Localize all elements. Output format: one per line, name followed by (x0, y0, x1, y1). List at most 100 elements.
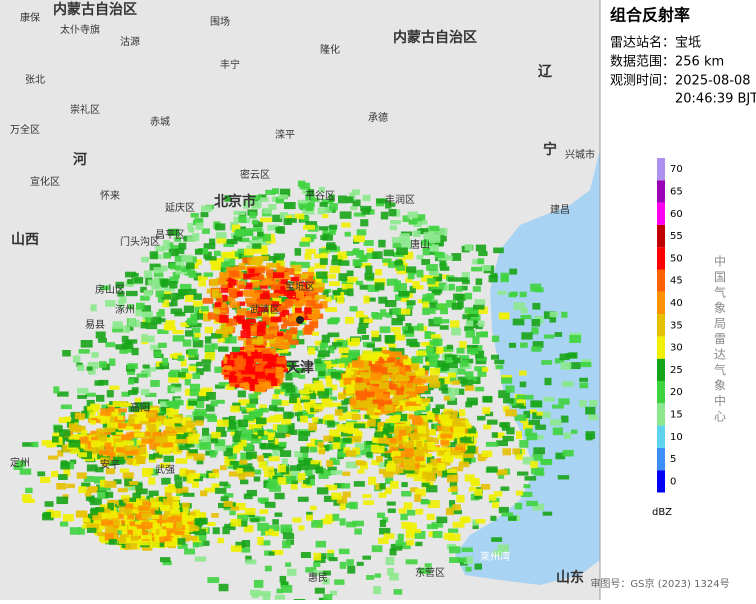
place-label: 宝坻区 (285, 280, 315, 293)
echo-cell (128, 508, 141, 514)
echo-cell (339, 561, 347, 569)
echo-cell (390, 480, 399, 489)
place-label: 天津 (286, 359, 314, 376)
echo-cell (280, 524, 292, 533)
echo-cell (439, 235, 447, 242)
echo-cell (465, 330, 476, 338)
echo-cell (166, 407, 174, 416)
echo-cell (130, 533, 139, 542)
echo-cell (282, 540, 291, 549)
echo-cell (389, 432, 396, 438)
echo-cell (331, 259, 342, 266)
echo-cell (162, 560, 172, 566)
echo-cell (383, 426, 394, 433)
echo-cell (287, 268, 295, 275)
echo-cell (368, 403, 379, 408)
echo-cell (246, 299, 255, 307)
echo-cell (264, 565, 272, 572)
echo-cell (424, 563, 432, 568)
echo-cell (255, 371, 266, 379)
echo-cell (285, 299, 293, 307)
echo-cell (325, 375, 332, 382)
echo-cell (304, 411, 315, 419)
echo-cell (395, 540, 404, 546)
echo-cell (306, 514, 313, 521)
echo-cell (161, 515, 168, 520)
echo-cell (222, 526, 230, 535)
echo-cell (133, 500, 143, 508)
legend-swatch (657, 470, 665, 493)
echo-cell (118, 499, 126, 506)
echo-cell (169, 409, 179, 415)
echo-cell (496, 440, 509, 447)
echo-cell (294, 412, 303, 417)
echo-cell (421, 443, 429, 448)
echo-cell (474, 563, 483, 570)
echo-cell (116, 513, 126, 519)
echo-cell (99, 285, 111, 291)
echo-cell (440, 440, 450, 446)
echo-cell (244, 442, 254, 451)
echo-cell (519, 440, 529, 448)
echo-cell (178, 372, 186, 378)
echo-cell (261, 443, 273, 450)
echo-cell (162, 531, 173, 538)
echo-cell (265, 305, 275, 310)
echo-cell (195, 411, 207, 417)
place-label: 太仆寺旗 (60, 23, 100, 36)
echo-cell (429, 270, 440, 277)
echo-cell (262, 353, 273, 362)
echo-cell (495, 364, 504, 370)
echo-cell (135, 488, 148, 495)
echo-cell (569, 335, 582, 343)
echo-cell (475, 350, 485, 359)
echo-cell (266, 429, 277, 436)
echo-cell (207, 312, 217, 320)
echo-cell (419, 567, 431, 574)
echo-cell (283, 289, 295, 297)
echo-cell (373, 586, 381, 595)
echo-cell (250, 589, 261, 596)
radar-echo (13, 180, 599, 600)
echo-cell (342, 373, 353, 379)
echo-cell (412, 281, 420, 289)
echo-cell (305, 221, 318, 229)
echo-cell (295, 300, 303, 307)
echo-cell (211, 431, 221, 439)
echo-cell (64, 416, 71, 423)
echo-cell (416, 440, 423, 448)
echo-cell (364, 414, 372, 419)
echo-cell (305, 248, 316, 254)
echo-cell (224, 195, 232, 202)
echo-cell (269, 485, 281, 492)
echo-cell (354, 442, 364, 449)
echo-cell (311, 272, 318, 280)
echo-cell (387, 357, 396, 363)
echo-cell (327, 549, 335, 555)
echo-cell (509, 268, 518, 275)
echo-cell (459, 355, 470, 360)
echo-cell (349, 501, 358, 510)
echo-cell (502, 435, 514, 442)
echo-cell (331, 492, 342, 500)
org-char: 象 (714, 301, 726, 315)
echo-cell (414, 449, 425, 457)
echo-cell (78, 349, 90, 354)
echo-cell (319, 226, 331, 231)
legend-swatch (657, 202, 665, 225)
echo-cell (176, 491, 183, 497)
echo-cell (379, 326, 391, 333)
legend-swatch (657, 358, 665, 381)
echo-cell (185, 454, 193, 460)
echo-cell (275, 367, 284, 373)
echo-cell (133, 277, 144, 284)
echo-cell (262, 207, 272, 214)
echo-cell (157, 295, 165, 303)
echo-cell (271, 378, 278, 387)
echo-cell (253, 476, 261, 482)
legend-swatch (657, 269, 665, 292)
echo-cell (113, 520, 121, 526)
echo-cell (240, 479, 249, 485)
echo-cell (354, 368, 364, 375)
echo-cell (207, 436, 218, 444)
